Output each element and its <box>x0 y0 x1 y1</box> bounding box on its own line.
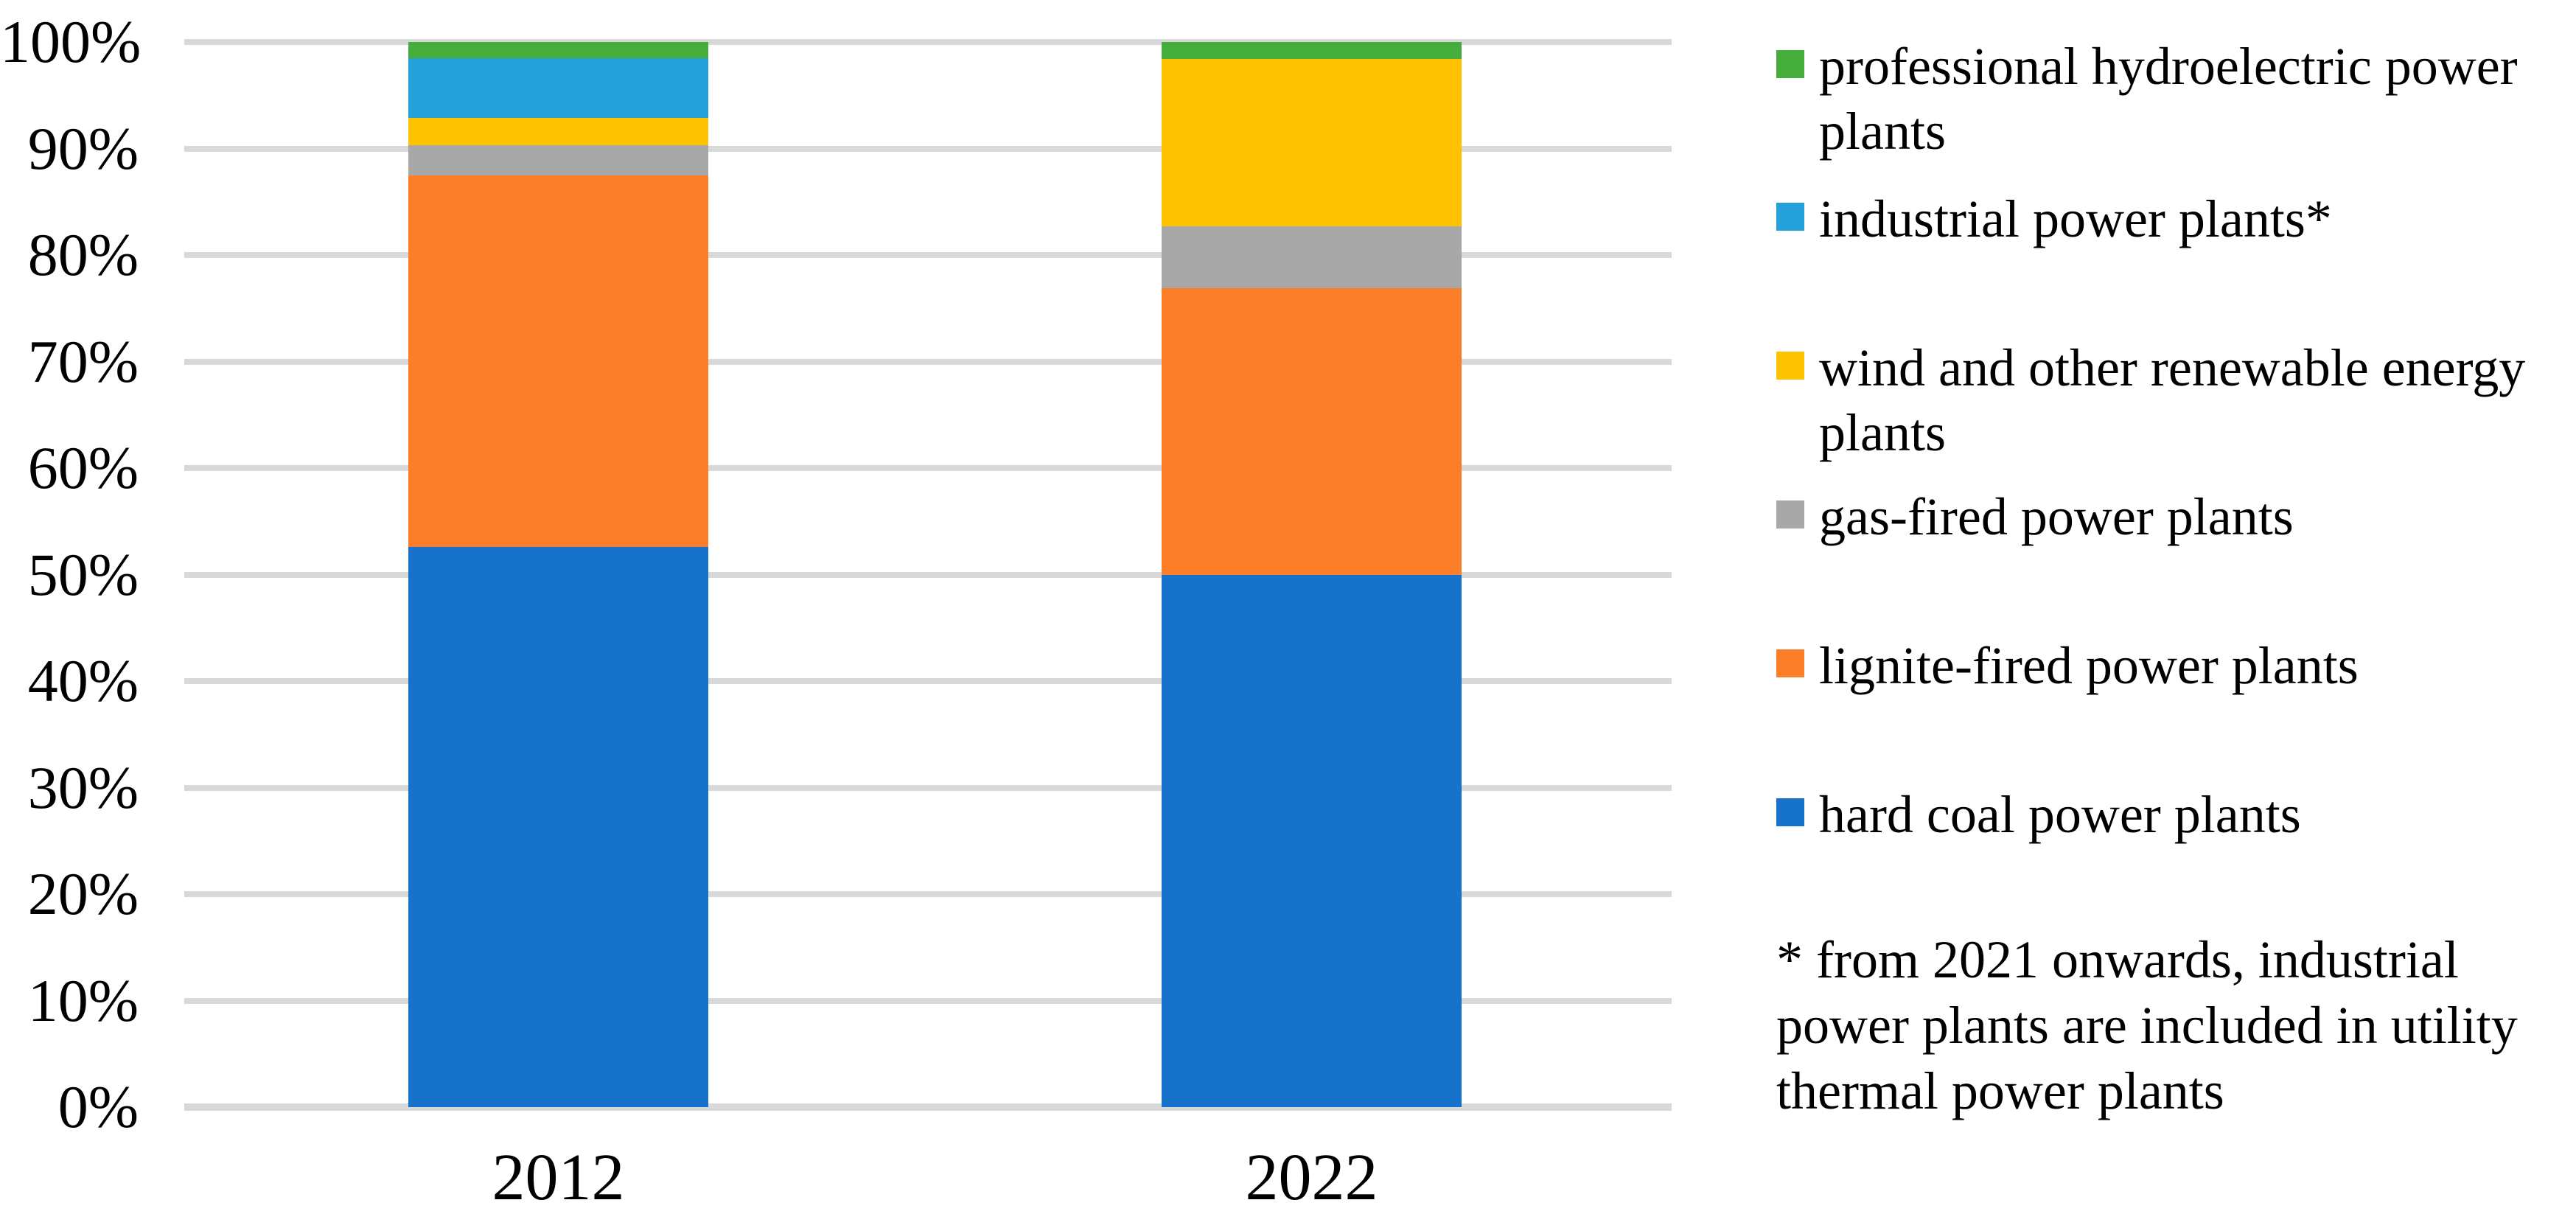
bar-2022-segment-wind-and-other-renewable-energy-plants <box>1162 59 1462 226</box>
legend-label: gas-fired power plants <box>1819 487 2294 546</box>
y-axis-tick-label: 60% <box>27 434 139 501</box>
legend-label: industrial power plants* <box>1819 189 2332 248</box>
legend-label: hard coal power plants <box>1819 785 2301 844</box>
legend-swatch-icon <box>1776 50 1804 78</box>
chart-footnote: * from 2021 onwards, industrial power pl… <box>1776 930 2518 1120</box>
legend-item-professional-hydroelectric-power-plants: professional hydroelectric power plants <box>1776 34 2576 164</box>
y-axis-tick-label: 80% <box>27 221 139 288</box>
legend-label: lignite-fired power plants <box>1819 636 2359 695</box>
bar-2022-segment-gas-fired-power-plants <box>1162 226 1462 288</box>
bar-2022-segment-lignite-fired-power-plants <box>1162 287 1462 575</box>
y-axis-tick-label: 70% <box>27 327 139 395</box>
y-axis-tick-label: 0% <box>57 1073 139 1140</box>
bar-2022-segment-hard-coal-power-plants <box>1162 574 1462 1107</box>
legend-item-hard-coal-power-plants: hard coal power plants <box>1776 782 2576 847</box>
bar-2012-segment-hard-coal-power-plants <box>408 546 708 1107</box>
gridline <box>184 997 1672 1004</box>
bar-2022 <box>1162 42 1462 1107</box>
legend-label: wind and other renewable energy plants <box>1819 338 2526 462</box>
bar-2012-segment-industrial-power-plants- <box>408 57 708 118</box>
gridline <box>184 784 1672 791</box>
legend-label: professional hydroelectric power plants <box>1819 37 2518 161</box>
y-axis-tick-label: 40% <box>27 647 139 714</box>
gridline <box>184 145 1672 152</box>
legend-item-gas-fired-power-plants: gas-fired power plants <box>1776 484 2576 549</box>
legend-swatch-icon <box>1776 352 1804 380</box>
y-axis-tick-label: 10% <box>27 966 139 1034</box>
gridline <box>184 39 1672 45</box>
gridline <box>184 571 1672 578</box>
bar-2012-segment-lignite-fired-power-plants <box>408 175 708 547</box>
gridline <box>184 358 1672 365</box>
legend-swatch-icon <box>1776 649 1804 677</box>
plot-area <box>184 39 1672 1111</box>
legend-item-industrial-power-plants-: industrial power plants* <box>1776 186 2576 251</box>
bar-2012-segment-professional-hydroelectric-power-plants <box>408 42 708 58</box>
bar-2012 <box>408 42 708 1107</box>
legend-item-lignite-fired-power-plants: lignite-fired power plants <box>1776 633 2576 698</box>
legend-swatch-icon <box>1776 798 1804 826</box>
legend-swatch-icon <box>1776 500 1804 528</box>
x-axis-label-2022: 2022 <box>1245 1141 1378 1214</box>
y-axis-tick-label: 50% <box>27 540 139 608</box>
gridline <box>184 678 1672 684</box>
legend-swatch-icon <box>1776 203 1804 231</box>
gridline-baseline <box>184 1103 1672 1111</box>
y-axis-tick-label: 30% <box>27 753 139 821</box>
y-axis-tick-label: 90% <box>27 114 139 182</box>
x-axis-label-2012: 2012 <box>492 1141 625 1214</box>
y-axis-tick-label: 100% <box>0 8 142 75</box>
bar-2022-segment-professional-hydroelectric-power-plants <box>1162 42 1462 60</box>
legend-item-wind-and-other-renewable-energy-plants: wind and other renewable energy plants <box>1776 335 2576 465</box>
gridline <box>184 465 1672 471</box>
y-axis-tick-label: 20% <box>27 860 139 927</box>
gridline <box>184 252 1672 258</box>
bar-2012-segment-gas-fired-power-plants <box>408 145 708 175</box>
gridline <box>184 891 1672 897</box>
bar-2012-segment-wind-and-other-renewable-energy-plants <box>408 117 708 146</box>
